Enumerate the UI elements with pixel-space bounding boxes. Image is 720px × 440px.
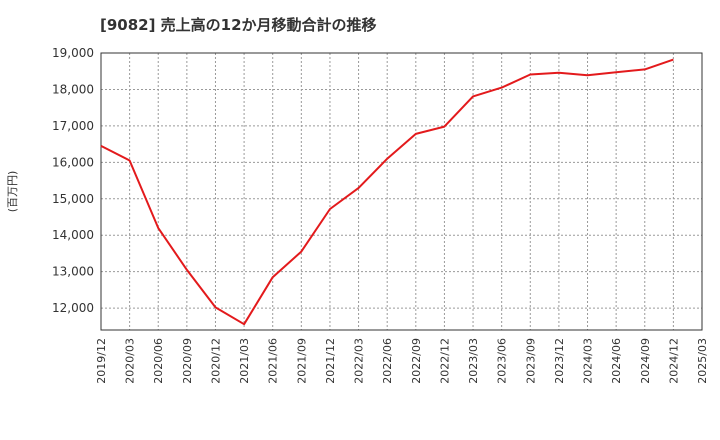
y-axis-ticks: 12,000 13,000 14,000 15,000 16,000 17,000 18,0… [52,46,94,315]
chart-title: [9082] 売上高の12か月移動合計の推移 [100,16,377,34]
series-layer [100,58,674,326]
x-tick-label: 2025/03 [696,338,709,384]
x-tick-label: 2023/03 [467,338,480,384]
x-tick-label: 2023/06 [496,338,509,384]
plot-background [101,53,702,330]
x-tick-label: 2022/12 [438,338,451,384]
x-tick-label: 2020/06 [152,338,165,384]
y-tick-label: 13,000 [52,265,94,279]
x-tick-label: 2021/12 [324,338,337,384]
x-tick-label: 2020/12 [209,338,222,384]
x-tick-label: 2019/12 [95,338,108,384]
y-tick-label: 17,000 [52,119,94,133]
x-tick-label: 2021/09 [295,338,308,384]
x-tick-label: 2023/09 [524,338,537,384]
x-tick-label: 2024/09 [639,338,652,384]
x-tick-label: 2020/03 [124,338,137,384]
y-tick-label: 16,000 [52,155,94,169]
y-tick-label: 19,000 [52,46,94,60]
x-tick-label: 2024/03 [582,338,595,384]
x-tick-label: 2022/06 [381,338,394,384]
x-tick-label: 2022/09 [410,338,423,384]
x-tick-label: 2021/03 [238,338,251,384]
y-tick-label: 14,000 [52,228,94,242]
x-tick-label: 2020/09 [181,338,194,384]
x-tick-label: 2024/12 [667,338,680,384]
x-axis-ticks: 2019/12 2020/03 2020/06 2020/09 2020/12 2021/… [95,338,709,384]
plot-frame [100,52,703,331]
x-tick-label: 2021/06 [267,338,280,384]
y-tick-label: 18,000 [52,82,94,96]
x-tick-label: 2022/03 [353,338,366,384]
y-tick-label: 15,000 [52,192,94,206]
y-tick-label: 12,000 [52,301,94,315]
x-tick-label: 2023/12 [553,338,566,384]
y-axis-label: (百万円) [6,171,19,213]
x-tick-label: 2024/06 [610,338,623,384]
